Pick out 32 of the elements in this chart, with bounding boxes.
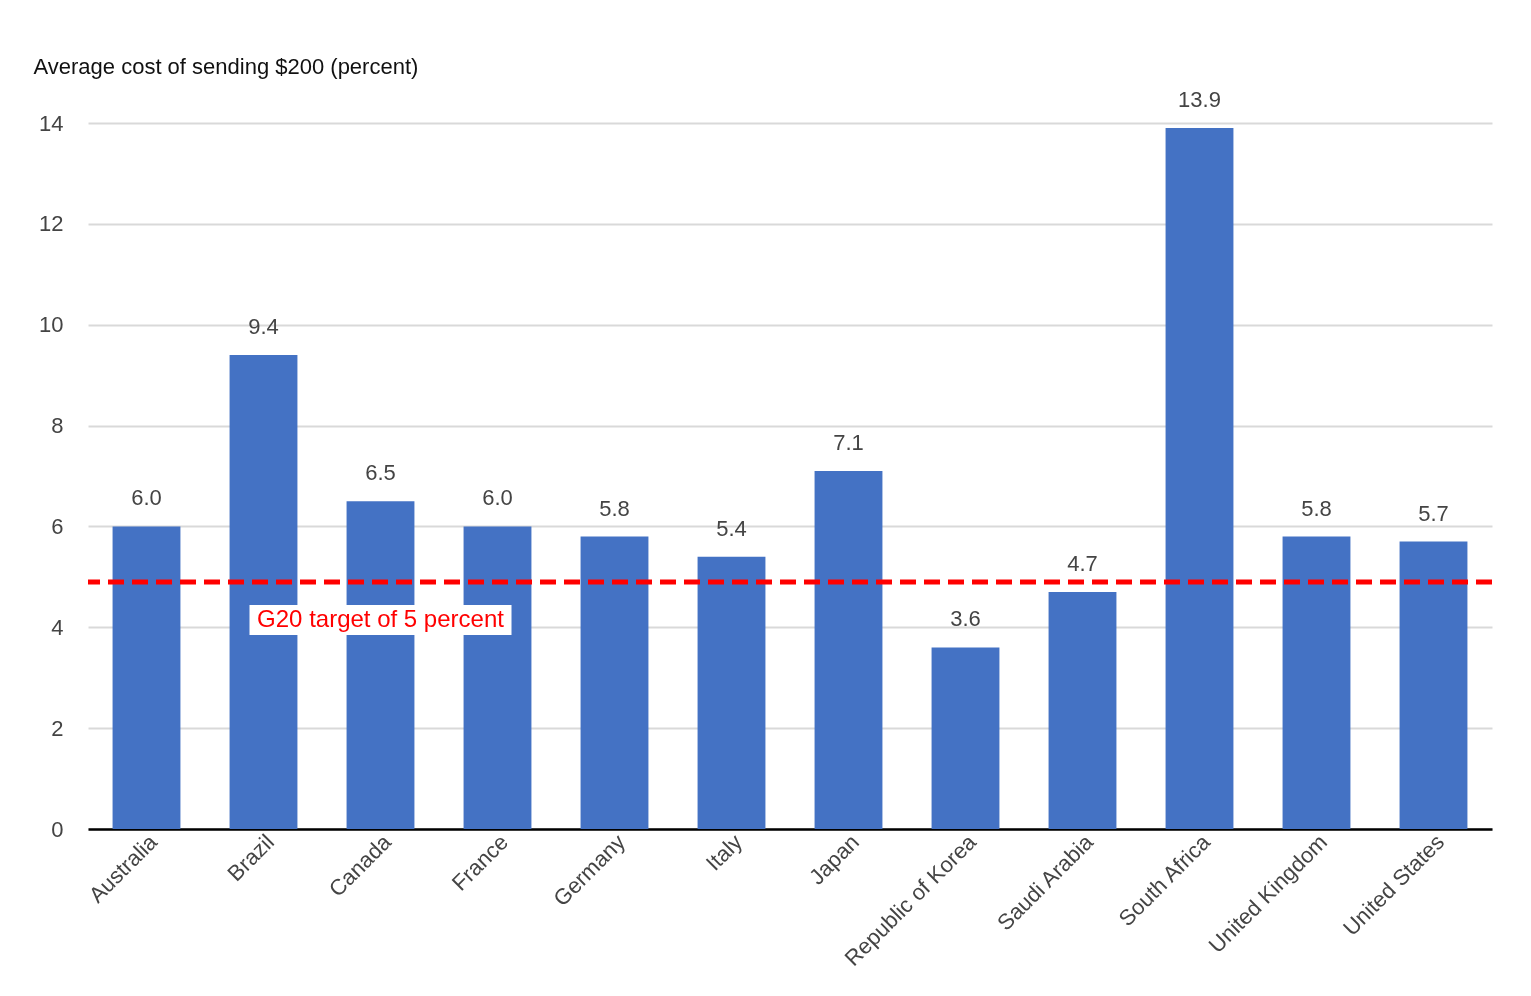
data-label: 5.8 [599,495,630,521]
bar [1282,536,1351,829]
y-tick-label: 14 [39,110,64,136]
data-label: 13.9 [1178,87,1221,113]
data-label: 6.5 [365,460,396,486]
y-axis-title: Average cost of sending $200 (percent) [33,53,419,79]
y-tick-label: 8 [51,413,64,439]
bar [814,470,883,829]
ref-line-label: G20 target of 5 percent [257,604,505,632]
data-label: 5.8 [1301,495,1332,521]
data-label: 5.4 [716,515,747,541]
data-label: 9.4 [248,313,279,339]
bar [1048,591,1117,829]
bar [112,526,181,829]
bar [931,647,1000,829]
y-tick-label: 4 [51,614,64,640]
x-tick-label: Italy [700,829,748,876]
data-label: 3.6 [950,606,981,632]
bar [580,536,649,829]
bar [1399,541,1468,829]
y-tick-label: 2 [51,715,64,741]
data-label: 6.0 [131,485,162,511]
y-tick-label: 6 [51,513,64,539]
data-label: 5.7 [1418,500,1449,526]
data-label: 7.1 [833,429,864,455]
data-label: 6.0 [482,485,513,511]
bar [697,556,766,829]
y-tick-label: 10 [39,312,64,338]
data-label: 4.7 [1067,550,1098,576]
bar [1165,128,1234,829]
y-tick-label: 12 [39,211,64,237]
y-tick-label: 0 [51,816,64,842]
